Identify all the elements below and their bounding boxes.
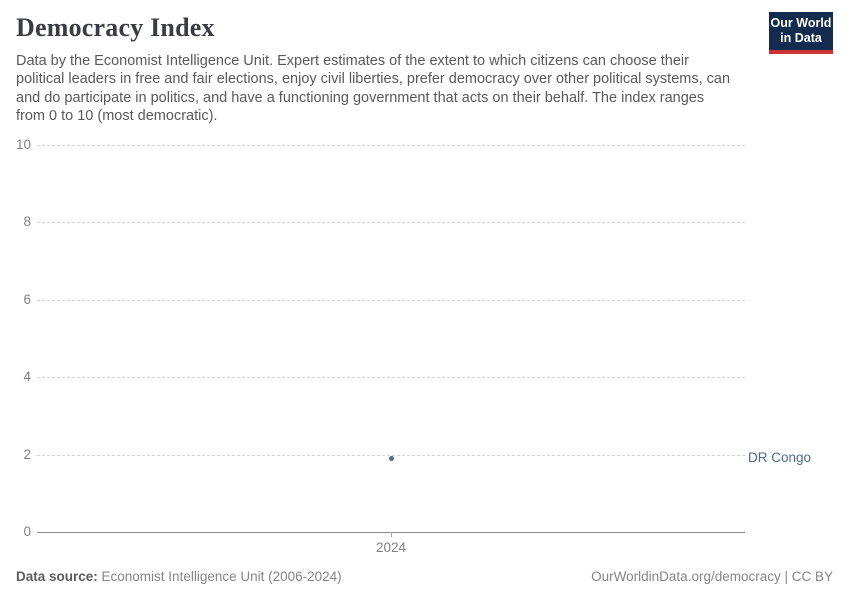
- y-tick-label: 10: [15, 137, 31, 152]
- gridline: [37, 222, 745, 224]
- credit-text: OurWorldinData.org/democracy | CC BY: [591, 569, 833, 584]
- x-tick-label: 2024: [375, 540, 407, 555]
- gridline: [37, 299, 745, 301]
- owid-logo-line1: Our World: [770, 16, 832, 30]
- y-tick-label: 2: [23, 446, 31, 462]
- data-point: [388, 455, 394, 461]
- y-tick-label: 4: [23, 369, 31, 385]
- subtitle-line: from 0 to 10 (most democratic).: [16, 108, 218, 125]
- gridline: [37, 454, 745, 456]
- subtitle-line: political leaders in free and fair elect…: [16, 71, 731, 88]
- gridline: [37, 145, 745, 146]
- y-tick-label: 6: [23, 291, 31, 307]
- gridline: [37, 377, 745, 379]
- subtitle-line: Data by the Economist Intelligence Unit.…: [16, 53, 689, 69]
- data-source-text: Economist Intelligence Unit (2006-2024): [97, 569, 342, 584]
- y-tick-label: 8: [23, 214, 31, 230]
- chart-footer: Data source: Economist Intelligence Unit…: [16, 569, 833, 584]
- chart-subtitle: Data by the Economist Intelligence Unit.…: [16, 52, 730, 126]
- entity-label: DR Congo: [748, 450, 812, 466]
- page-title: Democracy Index: [16, 13, 215, 42]
- data-source: Data source: Economist Intelligence Unit…: [16, 569, 342, 584]
- owid-logo: Our World in Data: [769, 12, 833, 54]
- subtitle-line: and do participate in politics, and have…: [16, 89, 705, 106]
- owid-logo-line2: in Data: [780, 31, 822, 45]
- data-source-label: Data source:: [16, 569, 98, 584]
- x-tick-mark: [391, 532, 392, 537]
- y-tick-label: 0: [23, 524, 31, 539]
